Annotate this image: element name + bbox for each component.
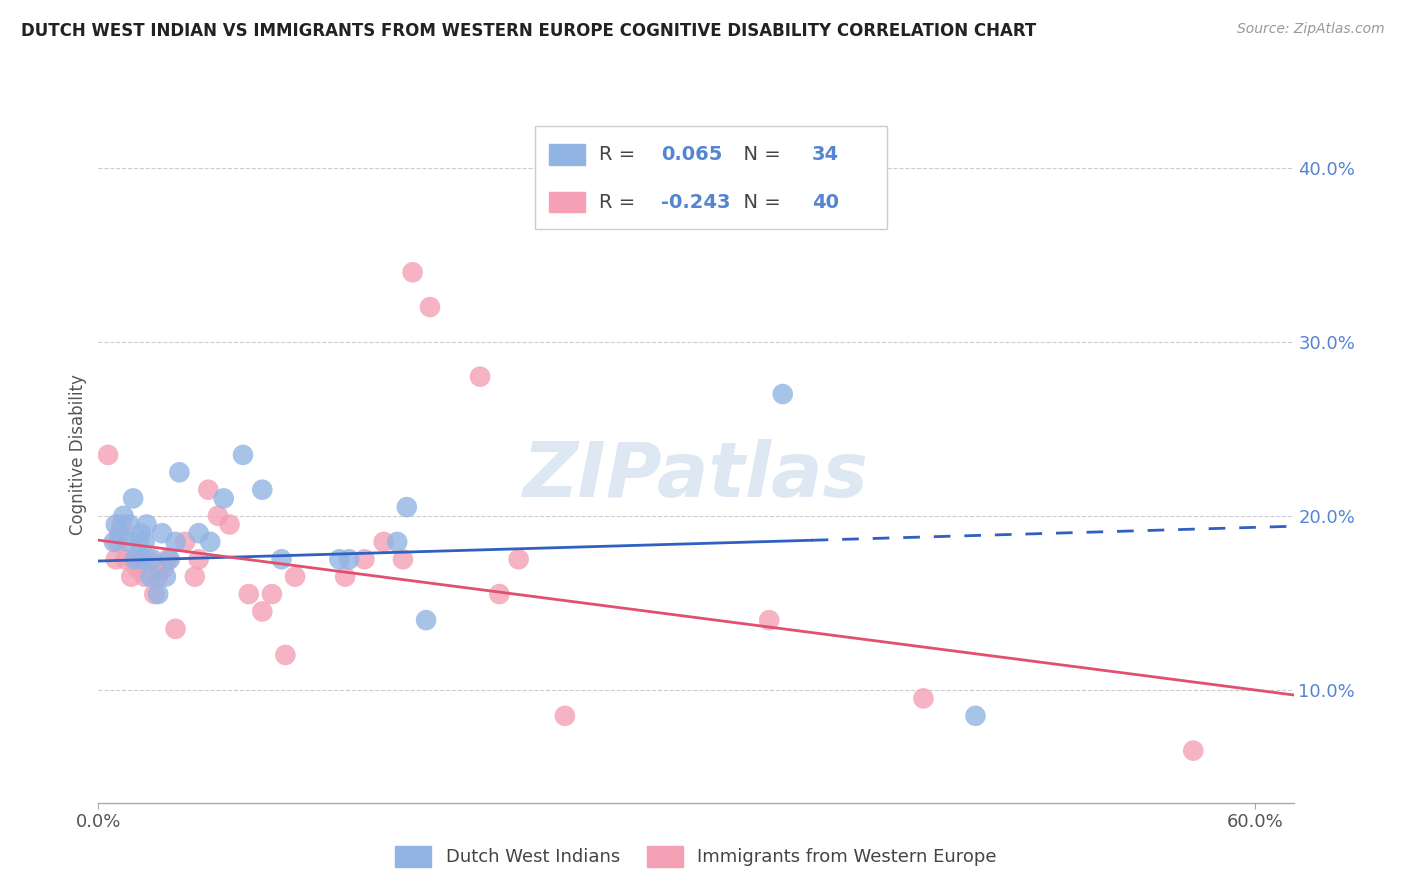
Point — [134, 570, 156, 584]
FancyBboxPatch shape — [534, 126, 887, 229]
Point — [274, 648, 297, 662]
Text: -0.243: -0.243 — [661, 193, 731, 211]
Point — [112, 508, 135, 523]
Point — [124, 552, 146, 566]
Point — [218, 517, 240, 532]
Point — [187, 552, 209, 566]
Point — [392, 552, 415, 566]
Point — [107, 534, 129, 549]
Point — [118, 517, 141, 532]
Point — [138, 552, 160, 566]
Point — [252, 483, 274, 497]
Point — [337, 552, 360, 566]
Y-axis label: Cognitive Disability: Cognitive Disability — [69, 375, 87, 535]
Point — [401, 265, 423, 279]
Point — [373, 534, 395, 549]
Point — [108, 526, 131, 541]
Text: N =: N = — [731, 193, 786, 211]
Bar — [548, 145, 585, 165]
Point — [174, 534, 197, 549]
Point — [143, 587, 166, 601]
Point — [117, 534, 139, 549]
Point — [139, 570, 162, 584]
Point — [103, 534, 125, 549]
Point — [187, 526, 209, 541]
Text: N =: N = — [731, 145, 786, 164]
Point — [284, 570, 307, 584]
Point — [128, 534, 150, 549]
Text: DUTCH WEST INDIAN VS IMMIGRANTS FROM WESTERN EUROPE COGNITIVE DISABILITY CORRELA: DUTCH WEST INDIAN VS IMMIGRANTS FROM WES… — [21, 22, 1036, 40]
Point — [758, 613, 780, 627]
Point — [134, 534, 156, 549]
Point — [353, 552, 375, 566]
Point — [148, 587, 170, 601]
Point — [328, 552, 350, 566]
Point — [270, 552, 292, 566]
Point — [135, 517, 157, 532]
Point — [184, 570, 207, 584]
Legend: Dutch West Indians, Immigrants from Western Europe: Dutch West Indians, Immigrants from West… — [388, 838, 1004, 874]
Text: ZIPatlas: ZIPatlas — [523, 439, 869, 513]
Point — [153, 561, 176, 575]
Point — [129, 526, 152, 541]
Point — [104, 552, 127, 566]
Point — [965, 708, 987, 723]
Text: 40: 40 — [811, 193, 839, 211]
Point — [238, 587, 260, 601]
Point — [104, 517, 127, 532]
Point — [114, 552, 136, 566]
Point — [197, 483, 219, 497]
Point — [120, 570, 142, 584]
Point — [252, 605, 274, 619]
Bar — [548, 192, 585, 212]
Text: Source: ZipAtlas.com: Source: ZipAtlas.com — [1237, 22, 1385, 37]
Text: R =: R = — [599, 145, 641, 164]
Point — [554, 708, 576, 723]
Text: R =: R = — [599, 193, 641, 211]
Point — [110, 517, 132, 532]
Point — [419, 300, 441, 314]
Point — [155, 570, 177, 584]
Point — [132, 552, 155, 566]
Point — [148, 570, 170, 584]
Point — [468, 369, 491, 384]
Point — [212, 491, 235, 506]
Point — [129, 552, 152, 566]
Point — [415, 613, 437, 627]
Point — [333, 570, 356, 584]
Point — [141, 552, 163, 566]
Point — [122, 491, 145, 506]
Point — [207, 508, 229, 523]
Point — [488, 587, 510, 601]
Point — [260, 587, 283, 601]
Point — [159, 552, 181, 566]
Point — [125, 561, 148, 575]
Point — [232, 448, 254, 462]
Point — [165, 622, 187, 636]
Point — [200, 534, 222, 549]
Point — [169, 466, 191, 480]
Point — [156, 552, 179, 566]
Point — [97, 448, 120, 462]
Point — [165, 534, 187, 549]
Point — [122, 552, 145, 566]
Point — [150, 526, 173, 541]
Text: 34: 34 — [811, 145, 839, 164]
Point — [395, 500, 418, 514]
Point — [912, 691, 935, 706]
Point — [772, 387, 794, 401]
Point — [385, 534, 409, 549]
Point — [1182, 744, 1205, 758]
Point — [508, 552, 530, 566]
Text: 0.065: 0.065 — [661, 145, 723, 164]
